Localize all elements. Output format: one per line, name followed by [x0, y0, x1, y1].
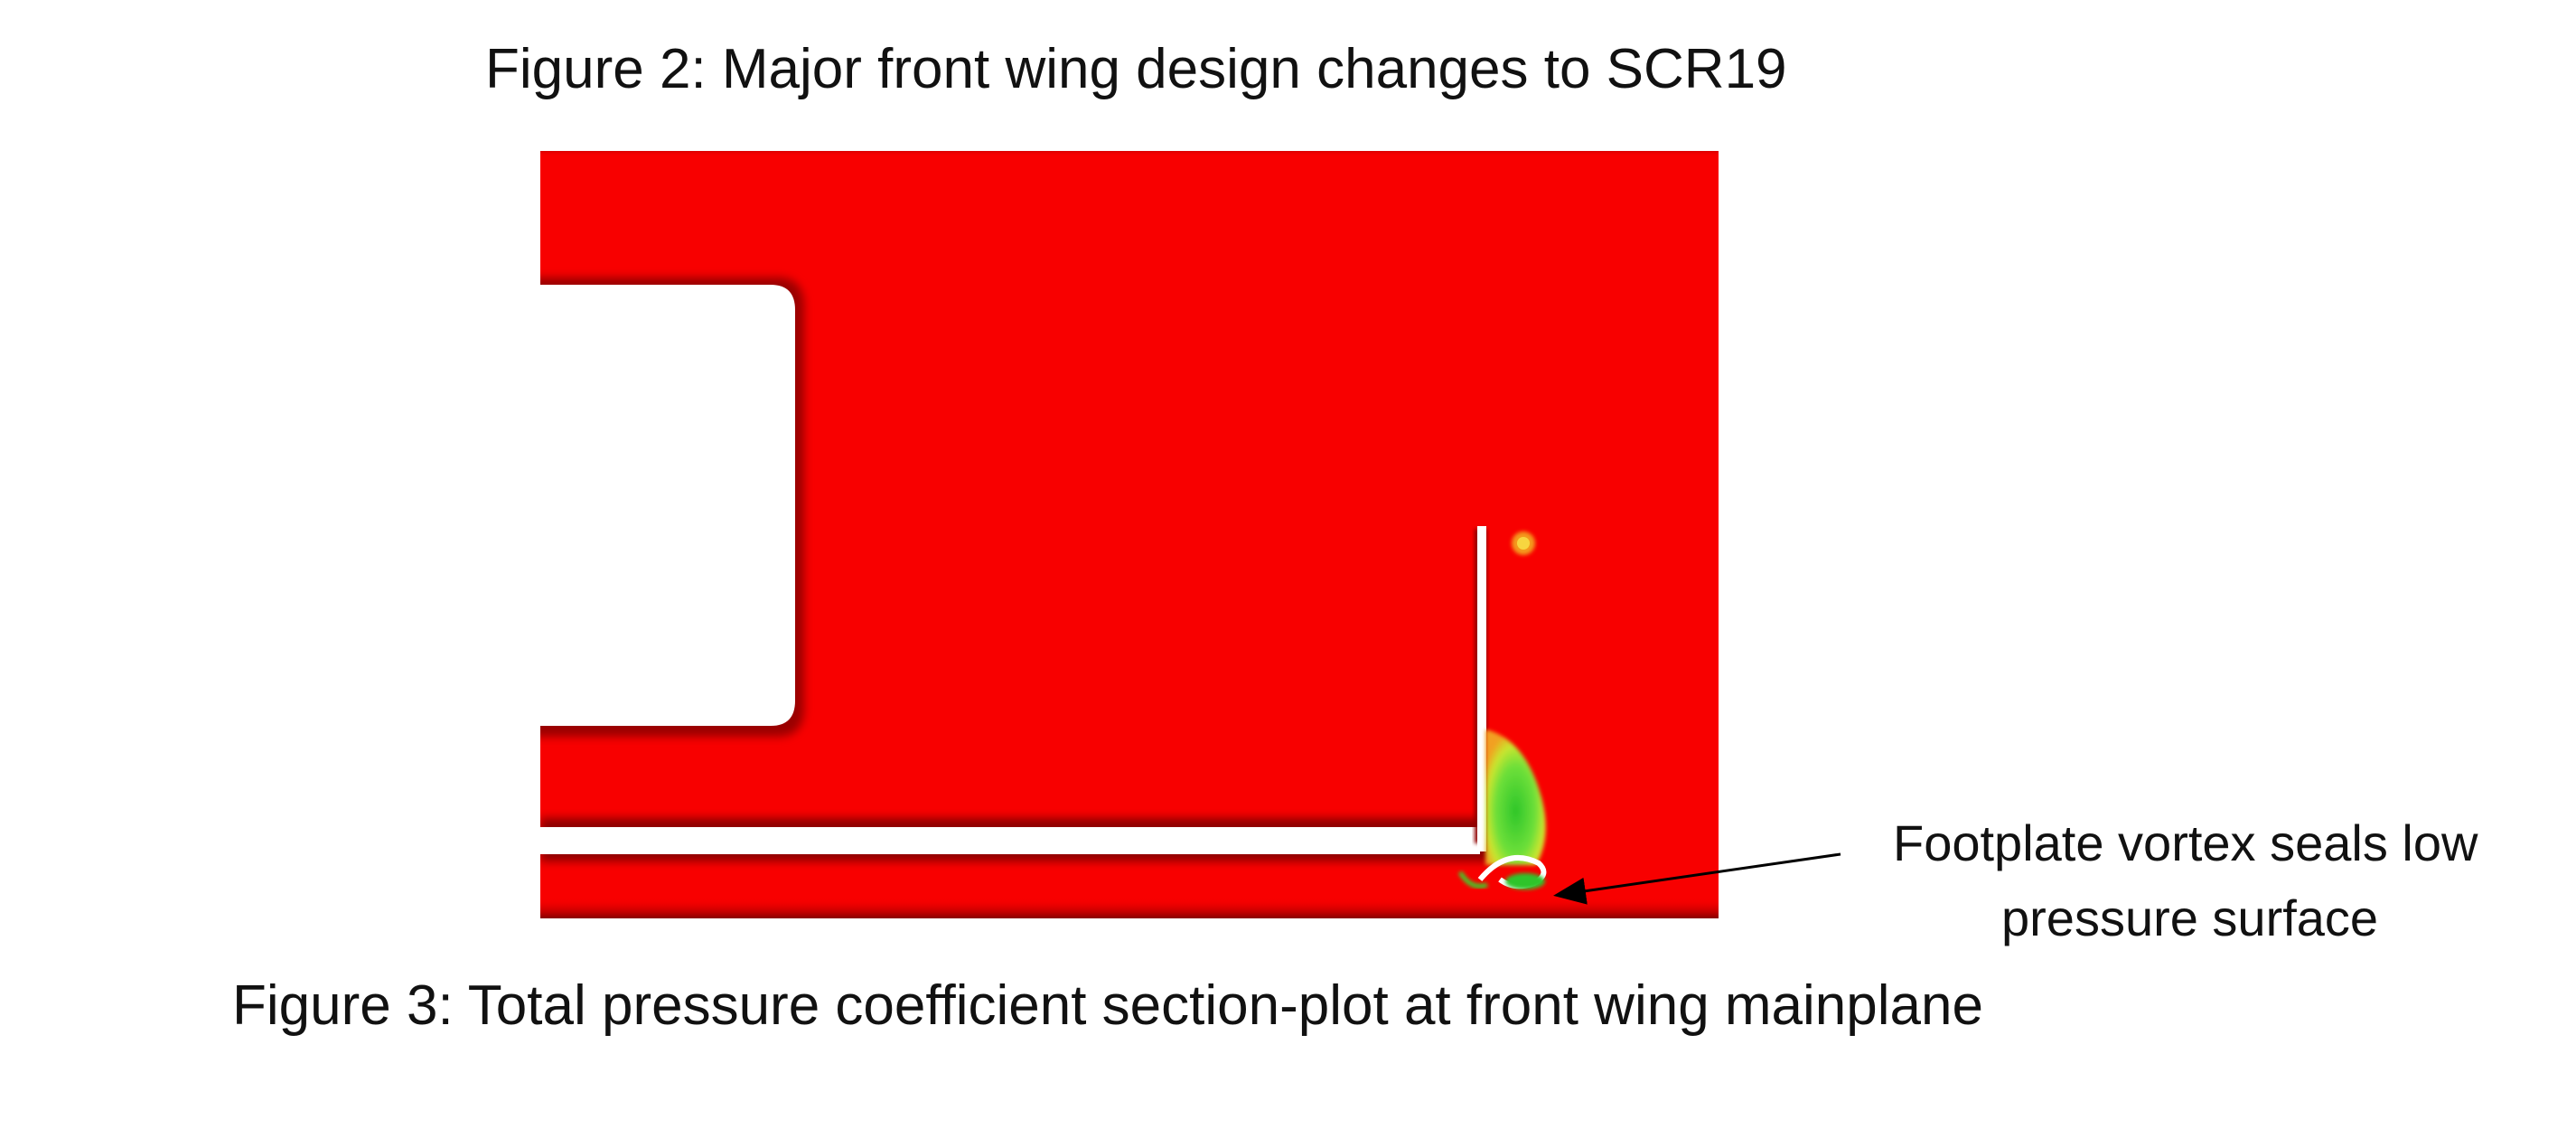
figure-3-caption: Figure 3: Total pressure coefficient sec…	[232, 974, 1983, 1037]
annotation-text-line2: pressure surface	[2001, 889, 2379, 946]
endplate-section	[1477, 526, 1486, 851]
ground-shading	[540, 898, 1719, 918]
figure-2-caption: Figure 2: Major front wing design change…	[485, 38, 1787, 100]
footplate-vortex-core	[1505, 873, 1545, 889]
body-section	[540, 285, 795, 726]
cfd-contour-image	[540, 151, 1719, 918]
mainplane-section	[540, 827, 1480, 854]
endplate-tip-vortex-core	[1517, 537, 1530, 550]
annotation-text-line1: Footplate vortex seals low	[1893, 814, 2478, 871]
low-pressure-region	[1485, 729, 1546, 865]
total-pressure-section-plot	[540, 151, 1719, 918]
